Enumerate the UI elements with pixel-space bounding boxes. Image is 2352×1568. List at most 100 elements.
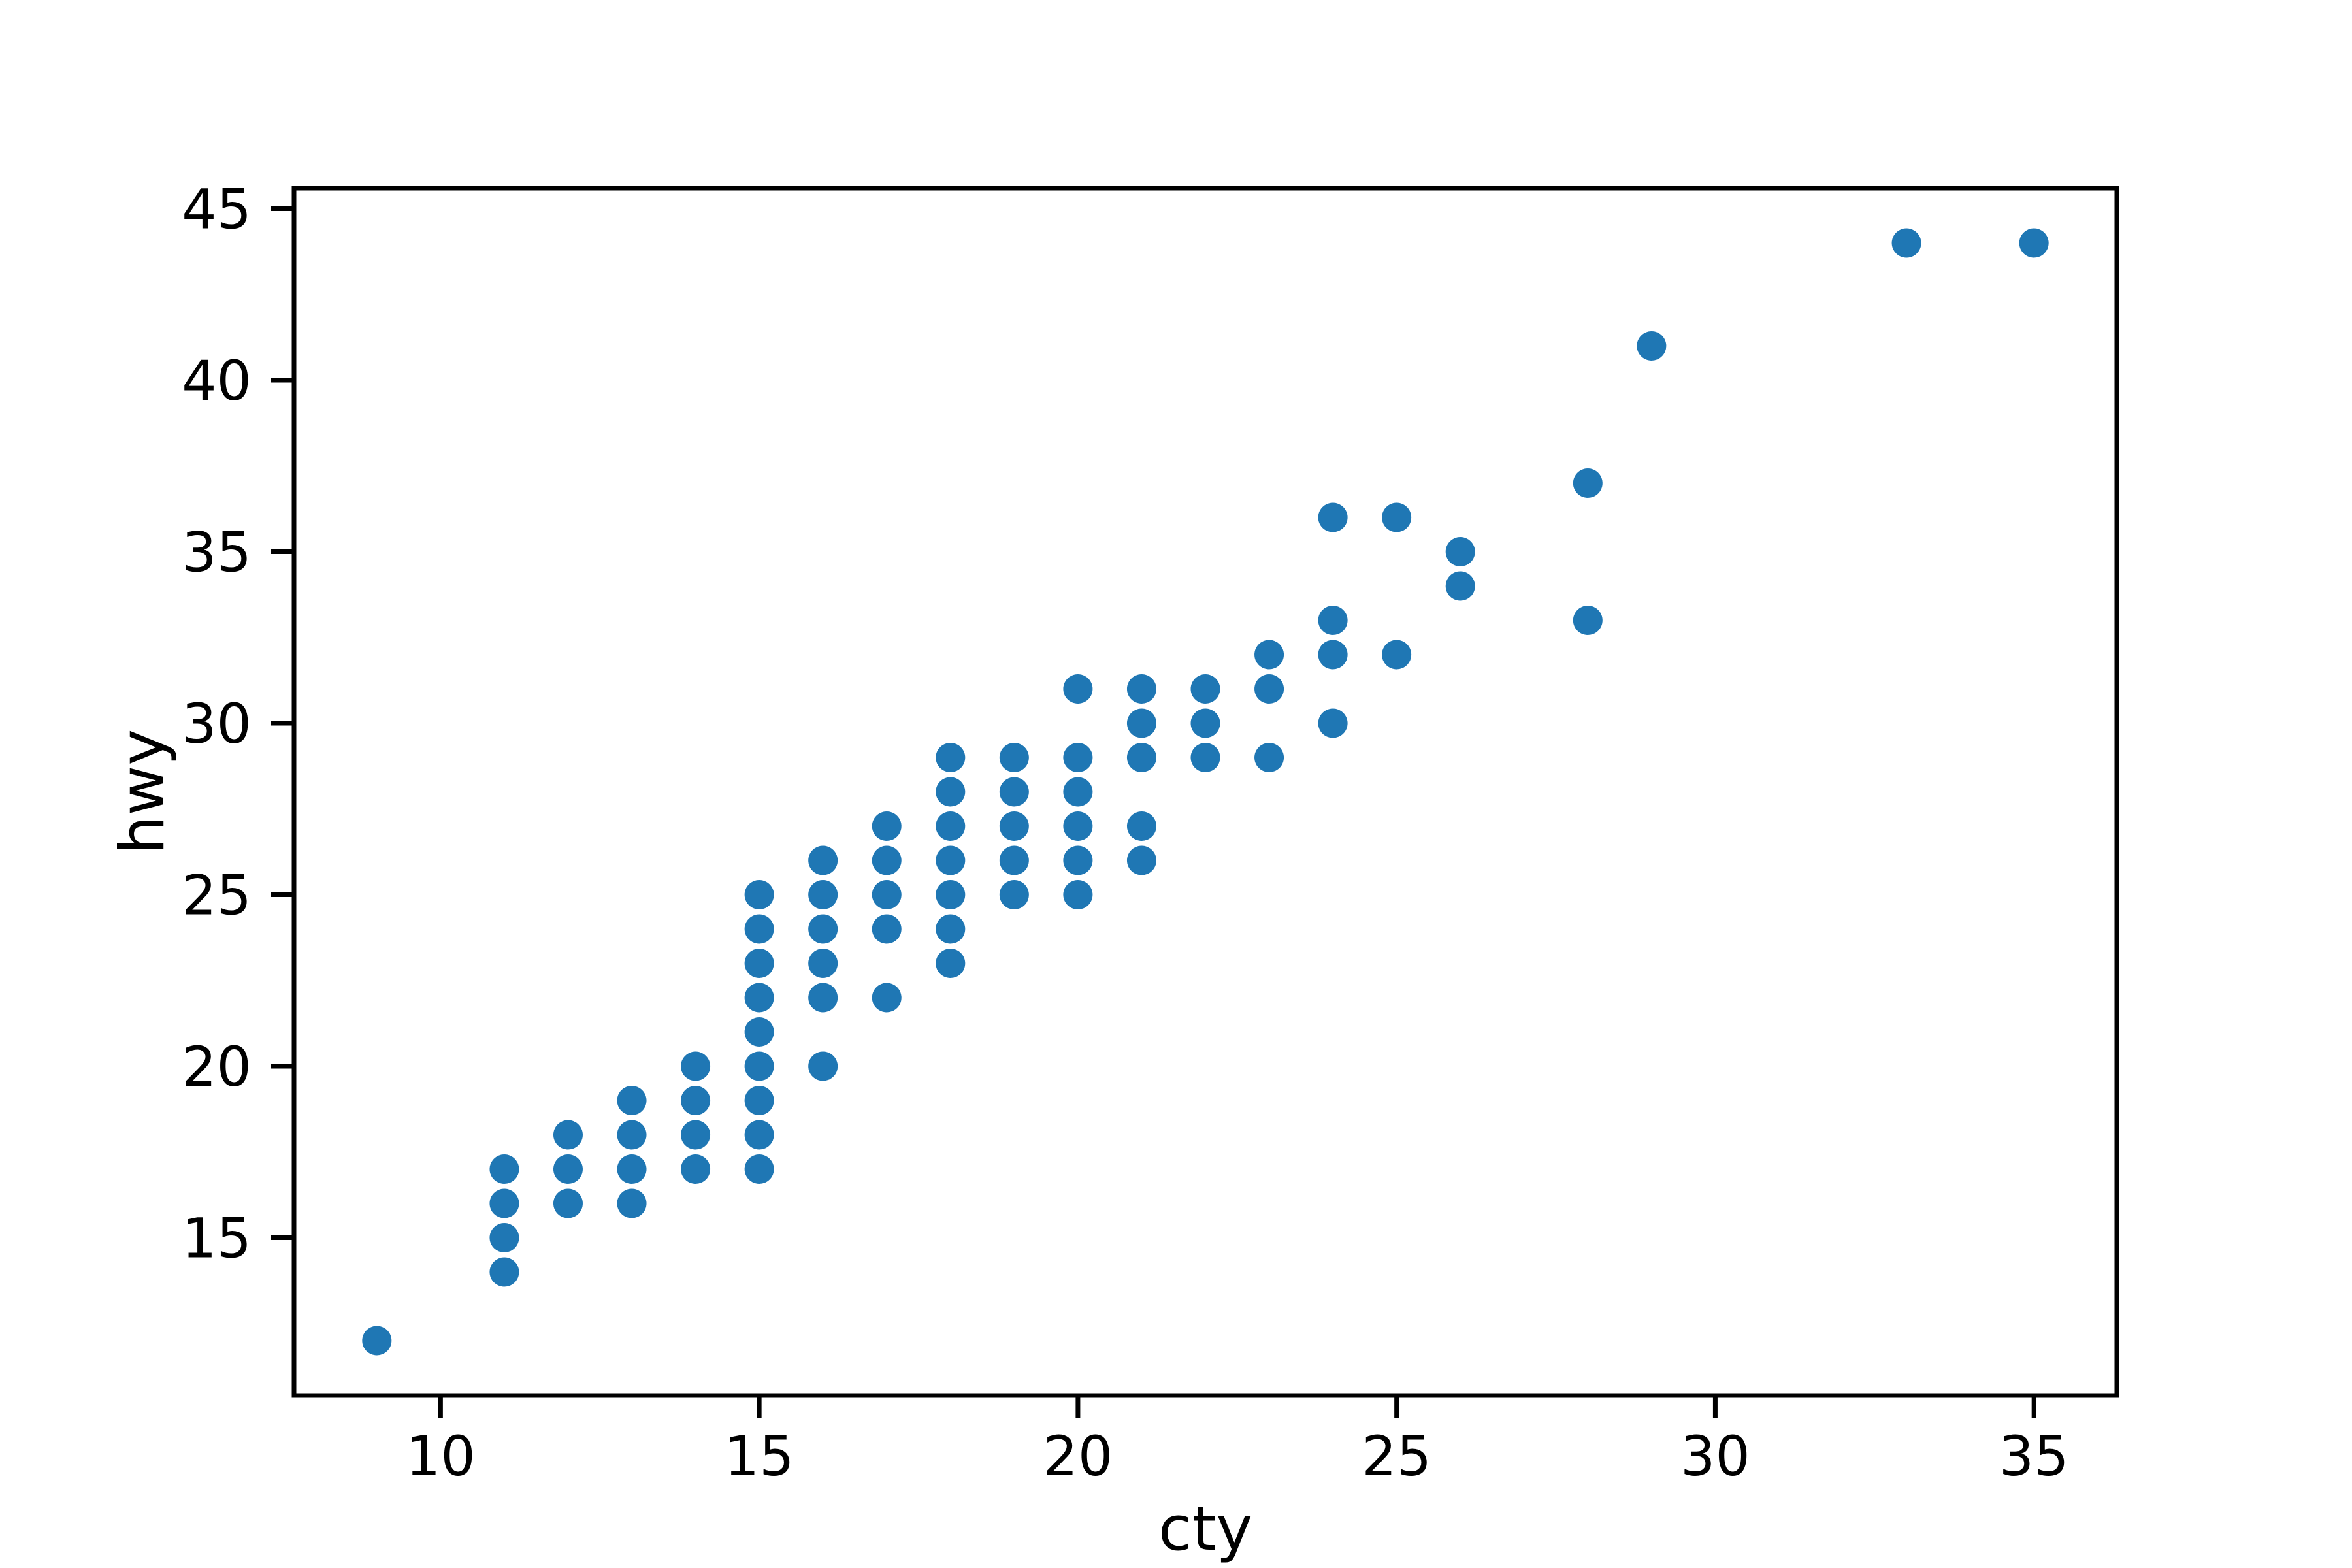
data-point [1445, 537, 1475, 566]
y-ticks: 15 20 25 30 35 40 45 [182, 178, 294, 1271]
data-point [999, 777, 1029, 807]
data-point [1063, 811, 1093, 841]
data-point [617, 1086, 647, 1115]
y-tick-label: 45 [182, 178, 252, 242]
data-point [936, 845, 966, 875]
data-point [999, 880, 1029, 909]
data-point [1254, 743, 1284, 772]
x-tick-label: 10 [406, 1424, 476, 1488]
data-point [1318, 640, 1348, 670]
data-point [808, 949, 838, 978]
data-point [744, 949, 774, 978]
data-point [1063, 880, 1093, 909]
data-point [1891, 228, 1921, 258]
data-point [744, 1120, 774, 1150]
data-point [936, 914, 966, 944]
data-point [1318, 708, 1348, 738]
data-point [936, 743, 966, 772]
data-point [744, 1051, 774, 1081]
data-point [489, 1223, 519, 1252]
data-point [999, 811, 1029, 841]
data-point [808, 914, 838, 944]
data-point [1190, 708, 1220, 738]
data-point [1318, 606, 1348, 635]
data-point [872, 914, 902, 944]
y-tick-label: 15 [182, 1207, 252, 1271]
data-point [1126, 674, 1156, 704]
x-tick-label: 15 [725, 1424, 794, 1488]
x-tick-label: 35 [1999, 1424, 2069, 1488]
data-point [553, 1188, 583, 1218]
data-point [681, 1154, 711, 1184]
data-point [999, 743, 1029, 772]
data-point [1254, 674, 1284, 704]
data-point [681, 1086, 711, 1115]
data-point [744, 914, 774, 944]
data-point [553, 1154, 583, 1184]
data-point [1063, 845, 1093, 875]
data-point [1063, 743, 1093, 772]
data-point [1126, 811, 1156, 841]
x-tick-label: 25 [1362, 1424, 1431, 1488]
data-point [744, 1154, 774, 1184]
data-point [1445, 571, 1475, 601]
data-point [872, 880, 902, 909]
data-point [936, 880, 966, 909]
data-point [936, 949, 966, 978]
data-point [617, 1154, 647, 1184]
data-point [1254, 640, 1284, 670]
data-point [936, 811, 966, 841]
data-point [808, 1051, 838, 1081]
y-tick-label: 40 [182, 349, 252, 413]
y-tick-label: 20 [182, 1035, 252, 1099]
data-point [808, 880, 838, 909]
data-point [489, 1188, 519, 1218]
data-point [744, 1086, 774, 1115]
data-point [999, 845, 1029, 875]
x-axis-label: cty [1158, 1494, 1252, 1565]
data-point [744, 983, 774, 1013]
data-point [1126, 708, 1156, 738]
scatter-points [362, 228, 2049, 1356]
data-point [1573, 468, 1603, 498]
data-point [617, 1120, 647, 1150]
y-tick-label: 30 [182, 692, 252, 756]
plot-area-border [291, 186, 2119, 1398]
data-point [1063, 777, 1093, 807]
y-tick-label: 35 [182, 521, 252, 585]
data-point [489, 1257, 519, 1287]
data-point [808, 845, 838, 875]
x-tick-label: 30 [1680, 1424, 1750, 1488]
data-point [872, 811, 902, 841]
data-point [808, 983, 838, 1013]
x-axis: 10 15 20 25 30 35 cty [406, 1396, 2069, 1565]
data-point [617, 1188, 647, 1218]
y-tick-label: 25 [182, 864, 252, 928]
x-ticks: 10 15 20 25 30 35 [406, 1396, 2069, 1488]
data-point [362, 1326, 392, 1356]
data-point [681, 1051, 711, 1081]
data-point [872, 983, 902, 1013]
data-point [936, 777, 966, 807]
data-point [1126, 845, 1156, 875]
x-tick-label: 20 [1043, 1424, 1113, 1488]
data-point [553, 1120, 583, 1150]
data-point [681, 1120, 711, 1150]
y-axis: 15 20 25 30 35 40 45 hwy [107, 178, 294, 1271]
data-point [744, 880, 774, 909]
data-point [1637, 331, 1667, 361]
data-point [1190, 674, 1220, 704]
y-axis-label: hwy [107, 729, 178, 855]
data-point [872, 845, 902, 875]
data-point [1573, 606, 1603, 635]
data-point [744, 1017, 774, 1047]
data-point [2019, 228, 2049, 258]
data-point [1063, 674, 1093, 704]
data-point [1190, 743, 1220, 772]
data-point [1126, 743, 1156, 772]
data-point [1382, 502, 1412, 532]
data-point [1382, 640, 1412, 670]
data-point [1318, 502, 1348, 532]
